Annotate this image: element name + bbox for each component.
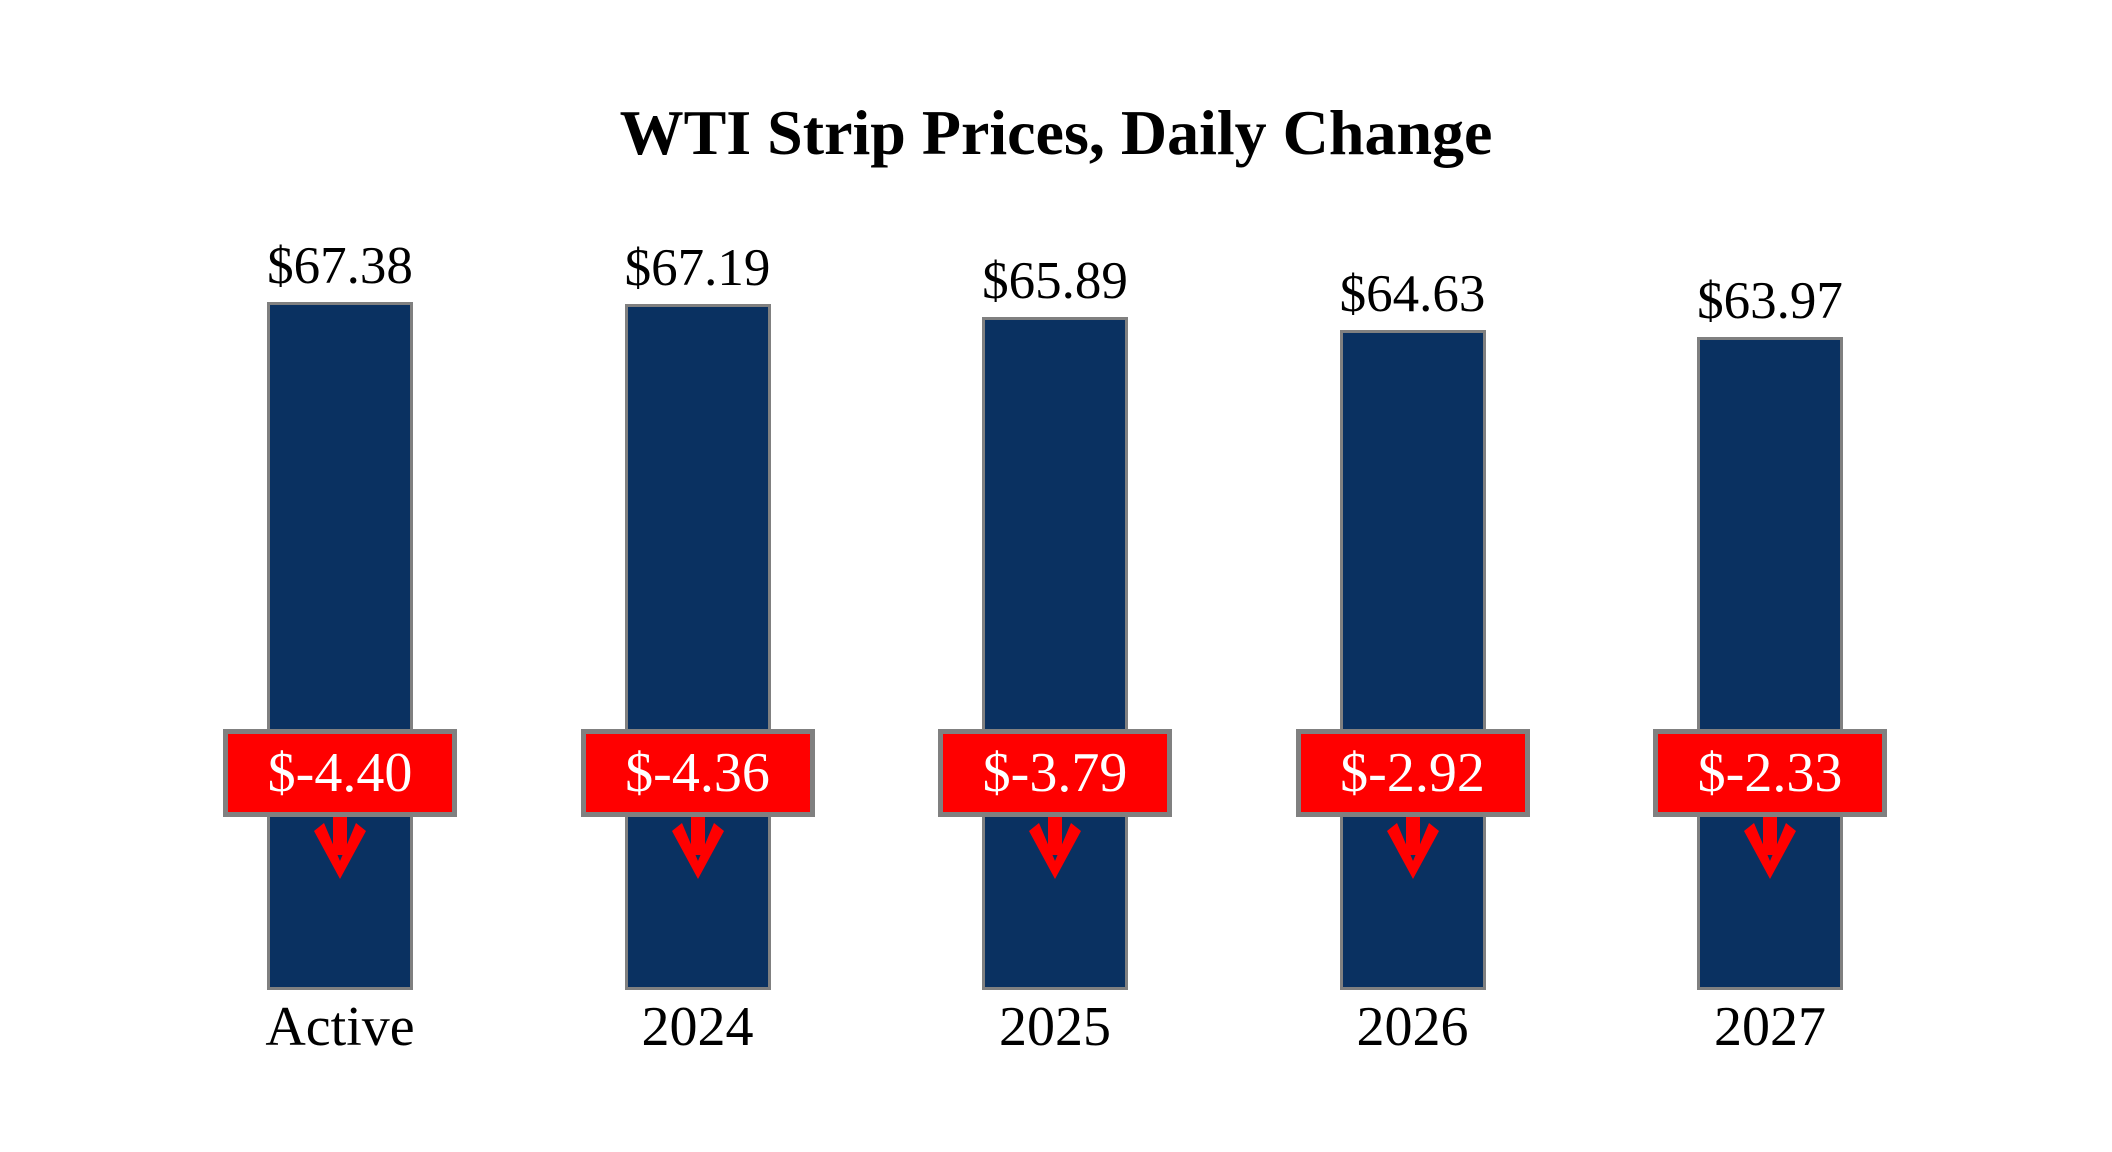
category-label: 2026 bbox=[1356, 996, 1469, 1058]
down-arrow-icon bbox=[314, 817, 366, 879]
change-label: $-2.92 bbox=[1340, 742, 1485, 804]
price-label: $64.63 bbox=[1339, 265, 1486, 323]
change-label: $-2.33 bbox=[1697, 742, 1843, 804]
change-label: $-3.79 bbox=[982, 742, 1128, 804]
chart-title: WTI Strip Prices, Daily Change bbox=[619, 97, 1493, 168]
price-bar bbox=[267, 302, 413, 990]
change-badge: $-3.79 bbox=[938, 729, 1172, 817]
change-badge: $-2.33 bbox=[1653, 729, 1887, 817]
category-label: 2027 bbox=[1714, 996, 1826, 1058]
category-label: 2025 bbox=[999, 996, 1111, 1058]
down-arrow-icon bbox=[671, 817, 724, 879]
category-label: 2024 bbox=[641, 996, 754, 1058]
price-bar bbox=[624, 304, 771, 990]
price-bar bbox=[1697, 337, 1843, 990]
price-label: $63.97 bbox=[1697, 272, 1843, 330]
change-label: $-4.36 bbox=[625, 742, 770, 804]
down-arrow-icon bbox=[1386, 817, 1439, 879]
price-bar bbox=[982, 317, 1128, 990]
change-label: $-4.40 bbox=[267, 742, 413, 804]
price-label: $67.38 bbox=[267, 237, 413, 295]
down-arrow-icon bbox=[1029, 817, 1081, 879]
category-label: Active bbox=[265, 996, 415, 1058]
down-arrow-icon bbox=[1744, 817, 1796, 879]
price-bar bbox=[1339, 330, 1486, 990]
change-badge: $-2.92 bbox=[1295, 729, 1530, 817]
price-label: $67.19 bbox=[624, 239, 771, 297]
price-label: $65.89 bbox=[982, 252, 1128, 310]
change-badge: $-4.40 bbox=[223, 729, 457, 817]
change-badge: $-4.36 bbox=[580, 729, 815, 817]
